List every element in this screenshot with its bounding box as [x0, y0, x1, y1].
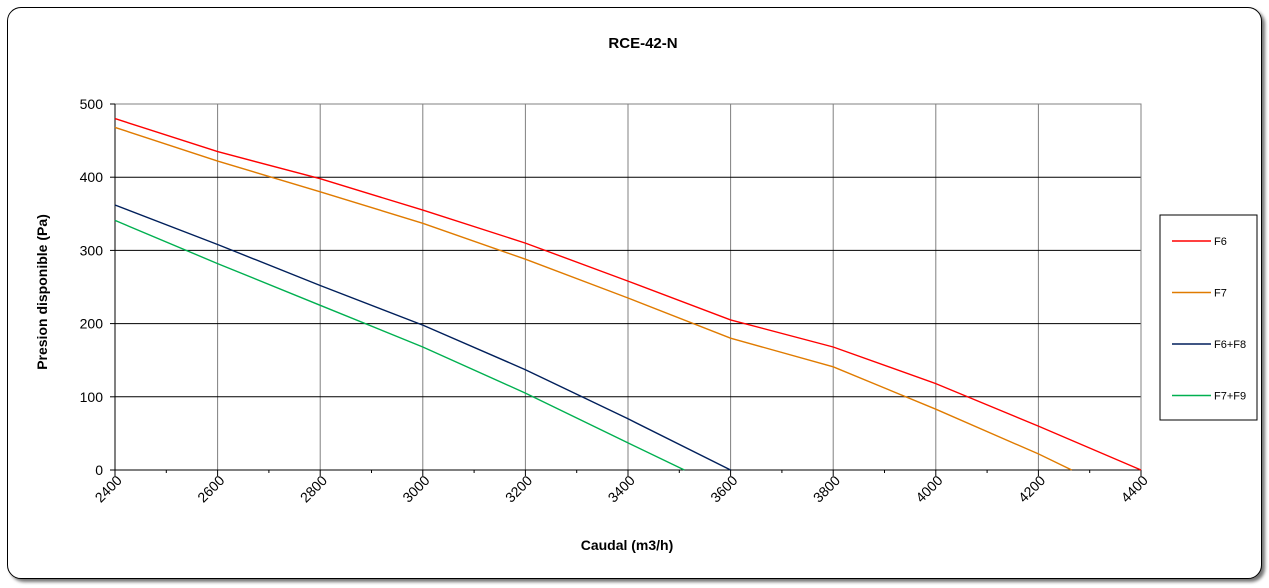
y-tick-label: 500 — [80, 96, 104, 112]
gridlines — [115, 103, 1142, 470]
series-group — [114, 117, 1142, 471]
x-tick-label: 3600 — [707, 472, 740, 505]
chart-title: RCE-42-N — [608, 35, 677, 52]
series-line-f6-f8 — [114, 204, 731, 471]
y-axis-title: Presion disponible (Pa) — [34, 214, 50, 370]
axes — [110, 103, 1142, 476]
x-tick-label: 3400 — [605, 472, 638, 505]
series-line-f7 — [114, 126, 1073, 471]
y-tick-label: 0 — [95, 462, 103, 478]
x-tick-label: 2800 — [297, 472, 330, 505]
legend-label: F6+F8 — [1214, 339, 1246, 351]
x-tick-label: 4200 — [1015, 472, 1048, 505]
x-tick-label: 3000 — [399, 472, 432, 505]
x-tick-label: 3800 — [810, 472, 843, 505]
legend-label: F7 — [1214, 288, 1227, 300]
y-tick-label: 100 — [80, 389, 104, 405]
x-tick-label: 4400 — [1118, 472, 1151, 505]
legend: F6 F7 F6+F8 F7+F9 — [1159, 214, 1258, 421]
x-tick-label: 3200 — [502, 472, 535, 505]
legend-label: F6 — [1214, 236, 1227, 248]
legend-box — [1159, 214, 1258, 421]
y-tick-label: 200 — [80, 316, 104, 332]
x-tick-label: 2600 — [194, 472, 227, 505]
series-line-f6 — [114, 117, 1142, 471]
chart-frame — [7, 7, 1262, 579]
legend-label: F7+F9 — [1214, 391, 1246, 403]
y-tick-label: 300 — [80, 242, 104, 258]
y-tick-label: 400 — [80, 169, 104, 185]
x-axis-title: Caudal (m3/h) — [581, 537, 674, 553]
series-line-f7-f9 — [114, 219, 685, 471]
x-tick-label: 4000 — [912, 472, 945, 505]
